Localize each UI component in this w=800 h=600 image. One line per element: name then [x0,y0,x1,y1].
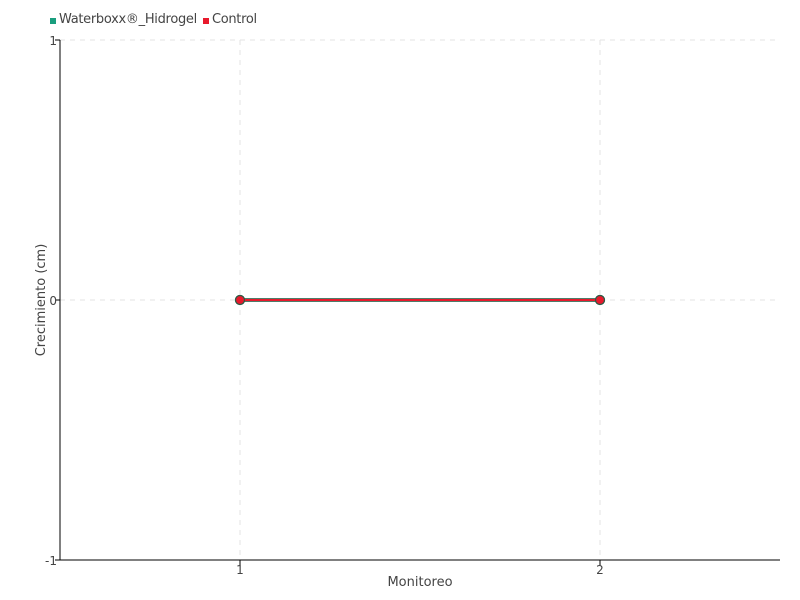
y-axis-label: Crecimiento (cm) [34,244,49,357]
legend-label-control: Control [211,12,257,27]
y-tick-label: 0 [49,294,57,308]
data-point-1 [594,294,606,306]
y-tick-label: 1 [49,34,57,48]
legend-swatch-control [202,18,209,24]
legend-item-waterboxx[interactable]: Waterboxx®_Hidrogel [50,12,197,27]
x-tick-label: 1 [236,563,244,577]
legend-label-waterboxx: Waterboxx®_Hidrogel [59,12,197,27]
legend-item-control[interactable]: Control [202,12,257,27]
x-tick-label: 2 [596,563,604,577]
legend-swatch-waterboxx [50,18,56,24]
y-tick-label: -1 [45,554,57,568]
x-axis-label: Monitoreo [387,575,452,590]
data-point-1 [234,294,246,306]
legend: Waterboxx®_Hidrogel Control [50,12,257,27]
